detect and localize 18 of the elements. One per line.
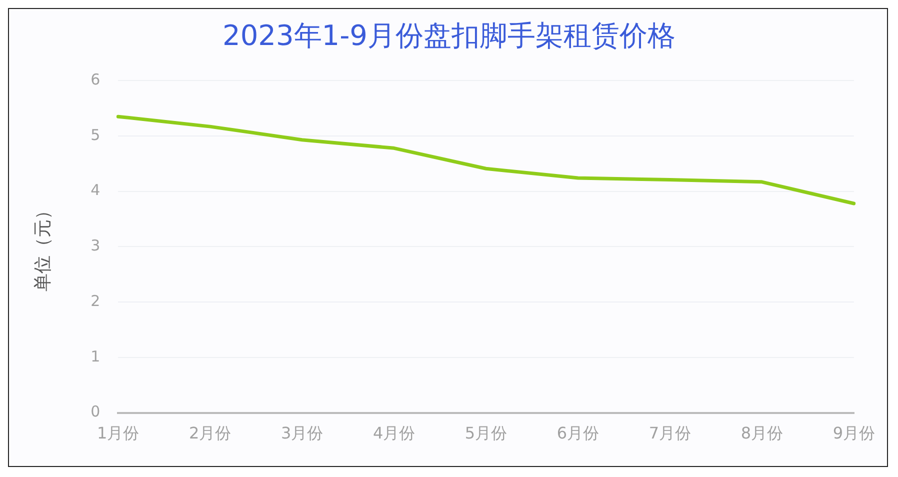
y-tick-label: 5 bbox=[90, 126, 100, 144]
chart-title: 2023年1-9月份盘扣脚手架租赁价格 bbox=[222, 19, 676, 52]
x-tick-label: 4月份 bbox=[372, 424, 416, 443]
x-tick-label: 5月份 bbox=[464, 424, 508, 443]
x-tick-label: 8月份 bbox=[740, 424, 784, 443]
y-tick-label: 4 bbox=[90, 181, 100, 200]
x-tick-label: 6月份 bbox=[556, 424, 600, 443]
x-tick-label: 3月份 bbox=[280, 424, 324, 443]
x-tick-label: 2月份 bbox=[189, 424, 232, 443]
y-tick-label: 6 bbox=[90, 70, 100, 88]
x-tick-label: 1月份 bbox=[97, 424, 140, 443]
x-tick-label: 9月份 bbox=[832, 424, 876, 443]
y-tick-label: 0 bbox=[90, 402, 100, 421]
y-tick-label: 2 bbox=[90, 292, 100, 310]
y-axis-title: 单位（元） bbox=[32, 202, 54, 292]
y-tick-label: 1 bbox=[90, 347, 100, 366]
x-tick-label: 7月份 bbox=[648, 424, 692, 443]
y-tick-label: 3 bbox=[90, 236, 100, 255]
